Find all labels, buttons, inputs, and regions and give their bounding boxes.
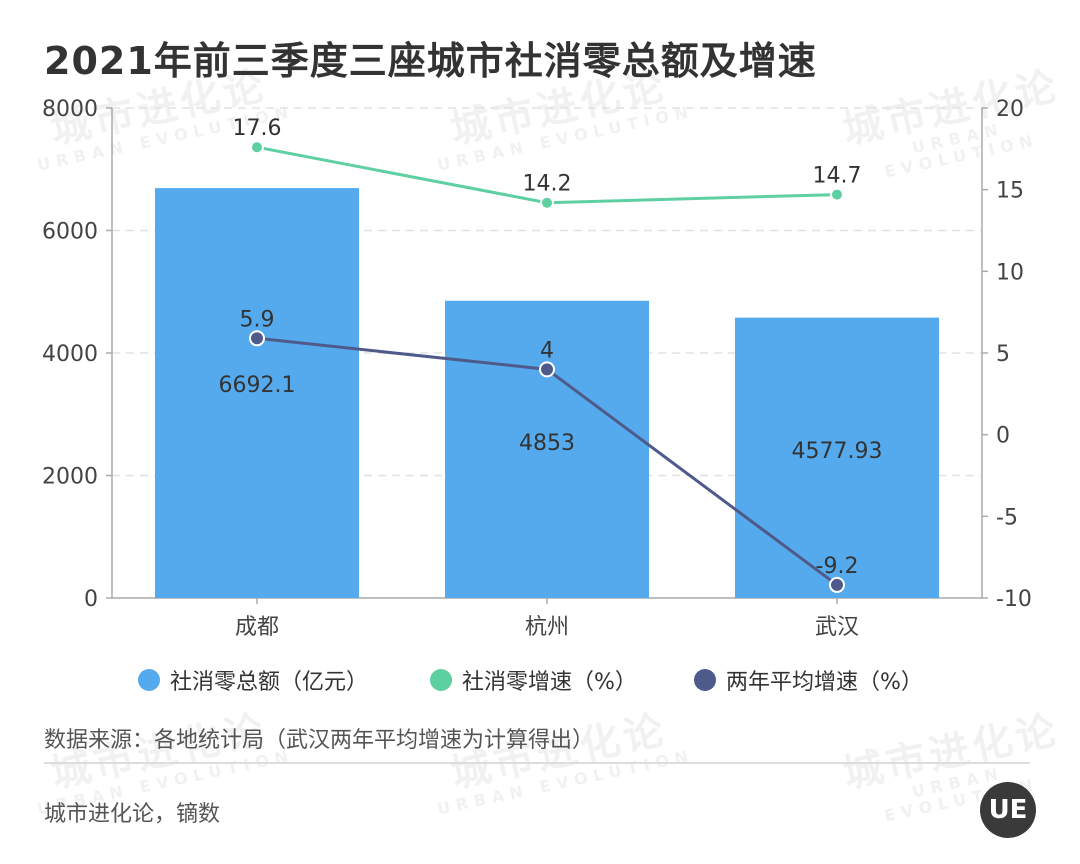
legend-label: 两年平均增速（%） — [726, 670, 923, 695]
credit: 城市进化论，镝数 — [44, 802, 221, 827]
divider — [44, 762, 1030, 764]
watermark: 城市进化论 URBAN EVOLUTION — [435, 706, 696, 819]
combo-chart: 0 2000 4000 6000 8000 -10 -5 0 5 10 15 20 6692.1 4853… — [42, 97, 1032, 640]
avg-growth-point — [539, 361, 555, 378]
right-tick-label: -10 — [996, 587, 1032, 612]
avg-growth-point — [249, 330, 265, 347]
left-tick-label: 4000 — [42, 342, 98, 367]
x-tick-label: 武汉 — [815, 615, 859, 640]
legend-label: 社消零总额（亿元） — [170, 670, 369, 695]
data-source: 数据来源：各地统计局（武汉两年平均增速为计算得出） — [44, 728, 595, 753]
growth-value-label: 17.6 — [233, 116, 282, 141]
avg-growth-value-label: 4 — [540, 338, 554, 363]
left-tick-label: 8000 — [42, 97, 98, 122]
right-tick-label: -5 — [996, 505, 1018, 530]
legend-swatch-avg — [694, 669, 716, 691]
right-tick-label: 5 — [996, 342, 1010, 367]
legend-swatch-total — [138, 669, 160, 691]
growth-value-label: 14.2 — [523, 172, 572, 197]
avg-growth-point — [829, 576, 845, 593]
left-tick-label: 0 — [84, 587, 98, 612]
avg-growth-value-label: 5.9 — [240, 307, 275, 332]
left-tick-label: 6000 — [42, 220, 98, 245]
legend: 社消零总额（亿元） 社消零增速（%） 两年平均增速（%） — [0, 664, 1080, 700]
right-tick-label: 0 — [996, 424, 1010, 449]
right-tick-label: 15 — [996, 179, 1024, 204]
ue-logo: UE — [980, 782, 1036, 838]
x-tick-label: 杭州 — [525, 615, 569, 640]
legend-item-avg: 两年平均增速（%） — [694, 664, 923, 696]
watermark: 城市进化论 URBAN EVOLUTION — [838, 707, 1064, 826]
avg-growth-value-label: -9.2 — [816, 554, 859, 579]
bar — [155, 188, 359, 598]
bar — [445, 300, 649, 598]
x-tick-label: 成都 — [235, 615, 279, 640]
growth-point — [830, 187, 844, 202]
left-tick-label: 2000 — [42, 465, 98, 490]
bar-value-label: 6692.1 — [219, 373, 296, 398]
growth-value-label: 14.7 — [813, 164, 862, 189]
bar — [735, 317, 939, 598]
legend-label: 社消零增速（%） — [462, 670, 637, 695]
legend-item-growth: 社消零增速（%） — [430, 664, 637, 696]
growth-point — [540, 195, 554, 210]
bar-value-label: 4577.93 — [792, 439, 883, 464]
legend-item-total: 社消零总额（亿元） — [138, 664, 368, 696]
growth-point — [250, 140, 264, 155]
bar-value-label: 4853 — [519, 431, 575, 456]
legend-swatch-growth — [430, 669, 452, 691]
right-tick-label: 20 — [996, 97, 1024, 122]
chart-title: 2021年前三季度三座城市社消零总额及增速 — [44, 39, 817, 83]
right-tick-label: 10 — [996, 260, 1024, 285]
